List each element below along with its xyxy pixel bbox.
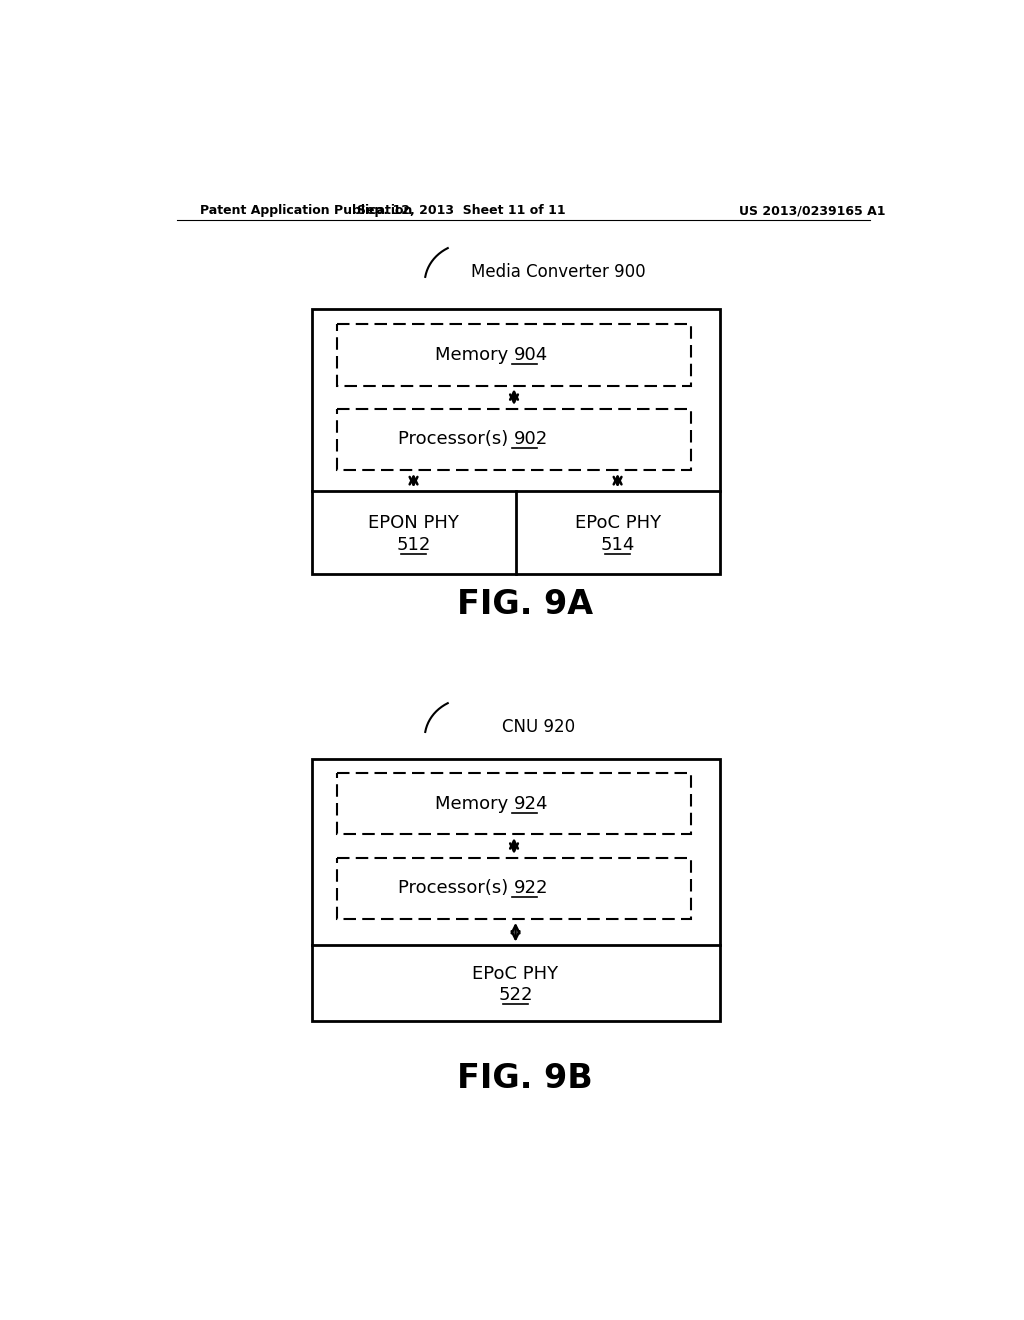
Bar <box>337 858 691 919</box>
Text: Processor(s): Processor(s) <box>398 430 514 449</box>
Bar <box>337 774 691 834</box>
Text: 904: 904 <box>514 346 548 364</box>
Text: Sep. 12, 2013  Sheet 11 of 11: Sep. 12, 2013 Sheet 11 of 11 <box>357 205 566 218</box>
Text: Memory: Memory <box>435 346 514 364</box>
Text: 522: 522 <box>499 986 532 1005</box>
Text: 924: 924 <box>514 795 549 813</box>
Text: US 2013/0239165 A1: US 2013/0239165 A1 <box>739 205 886 218</box>
Text: EPON PHY: EPON PHY <box>368 515 459 532</box>
Bar <box>311 309 720 574</box>
Text: 512: 512 <box>396 536 431 554</box>
Text: 922: 922 <box>514 879 549 898</box>
Bar <box>311 759 720 1020</box>
Bar <box>337 323 691 385</box>
Text: 902: 902 <box>514 430 548 449</box>
Text: Memory: Memory <box>435 795 514 813</box>
Text: Media Converter 900: Media Converter 900 <box>471 264 645 281</box>
Text: Patent Application Publication: Patent Application Publication <box>200 205 413 218</box>
Text: EPoC PHY: EPoC PHY <box>574 515 660 532</box>
Text: FIG. 9B: FIG. 9B <box>457 1063 593 1096</box>
Text: FIG. 9A: FIG. 9A <box>457 589 593 622</box>
Text: EPoC PHY: EPoC PHY <box>472 965 559 983</box>
Text: Processor(s): Processor(s) <box>398 879 514 898</box>
Text: 514: 514 <box>600 536 635 554</box>
Text: CNU 920: CNU 920 <box>502 718 575 735</box>
Bar <box>337 409 691 470</box>
